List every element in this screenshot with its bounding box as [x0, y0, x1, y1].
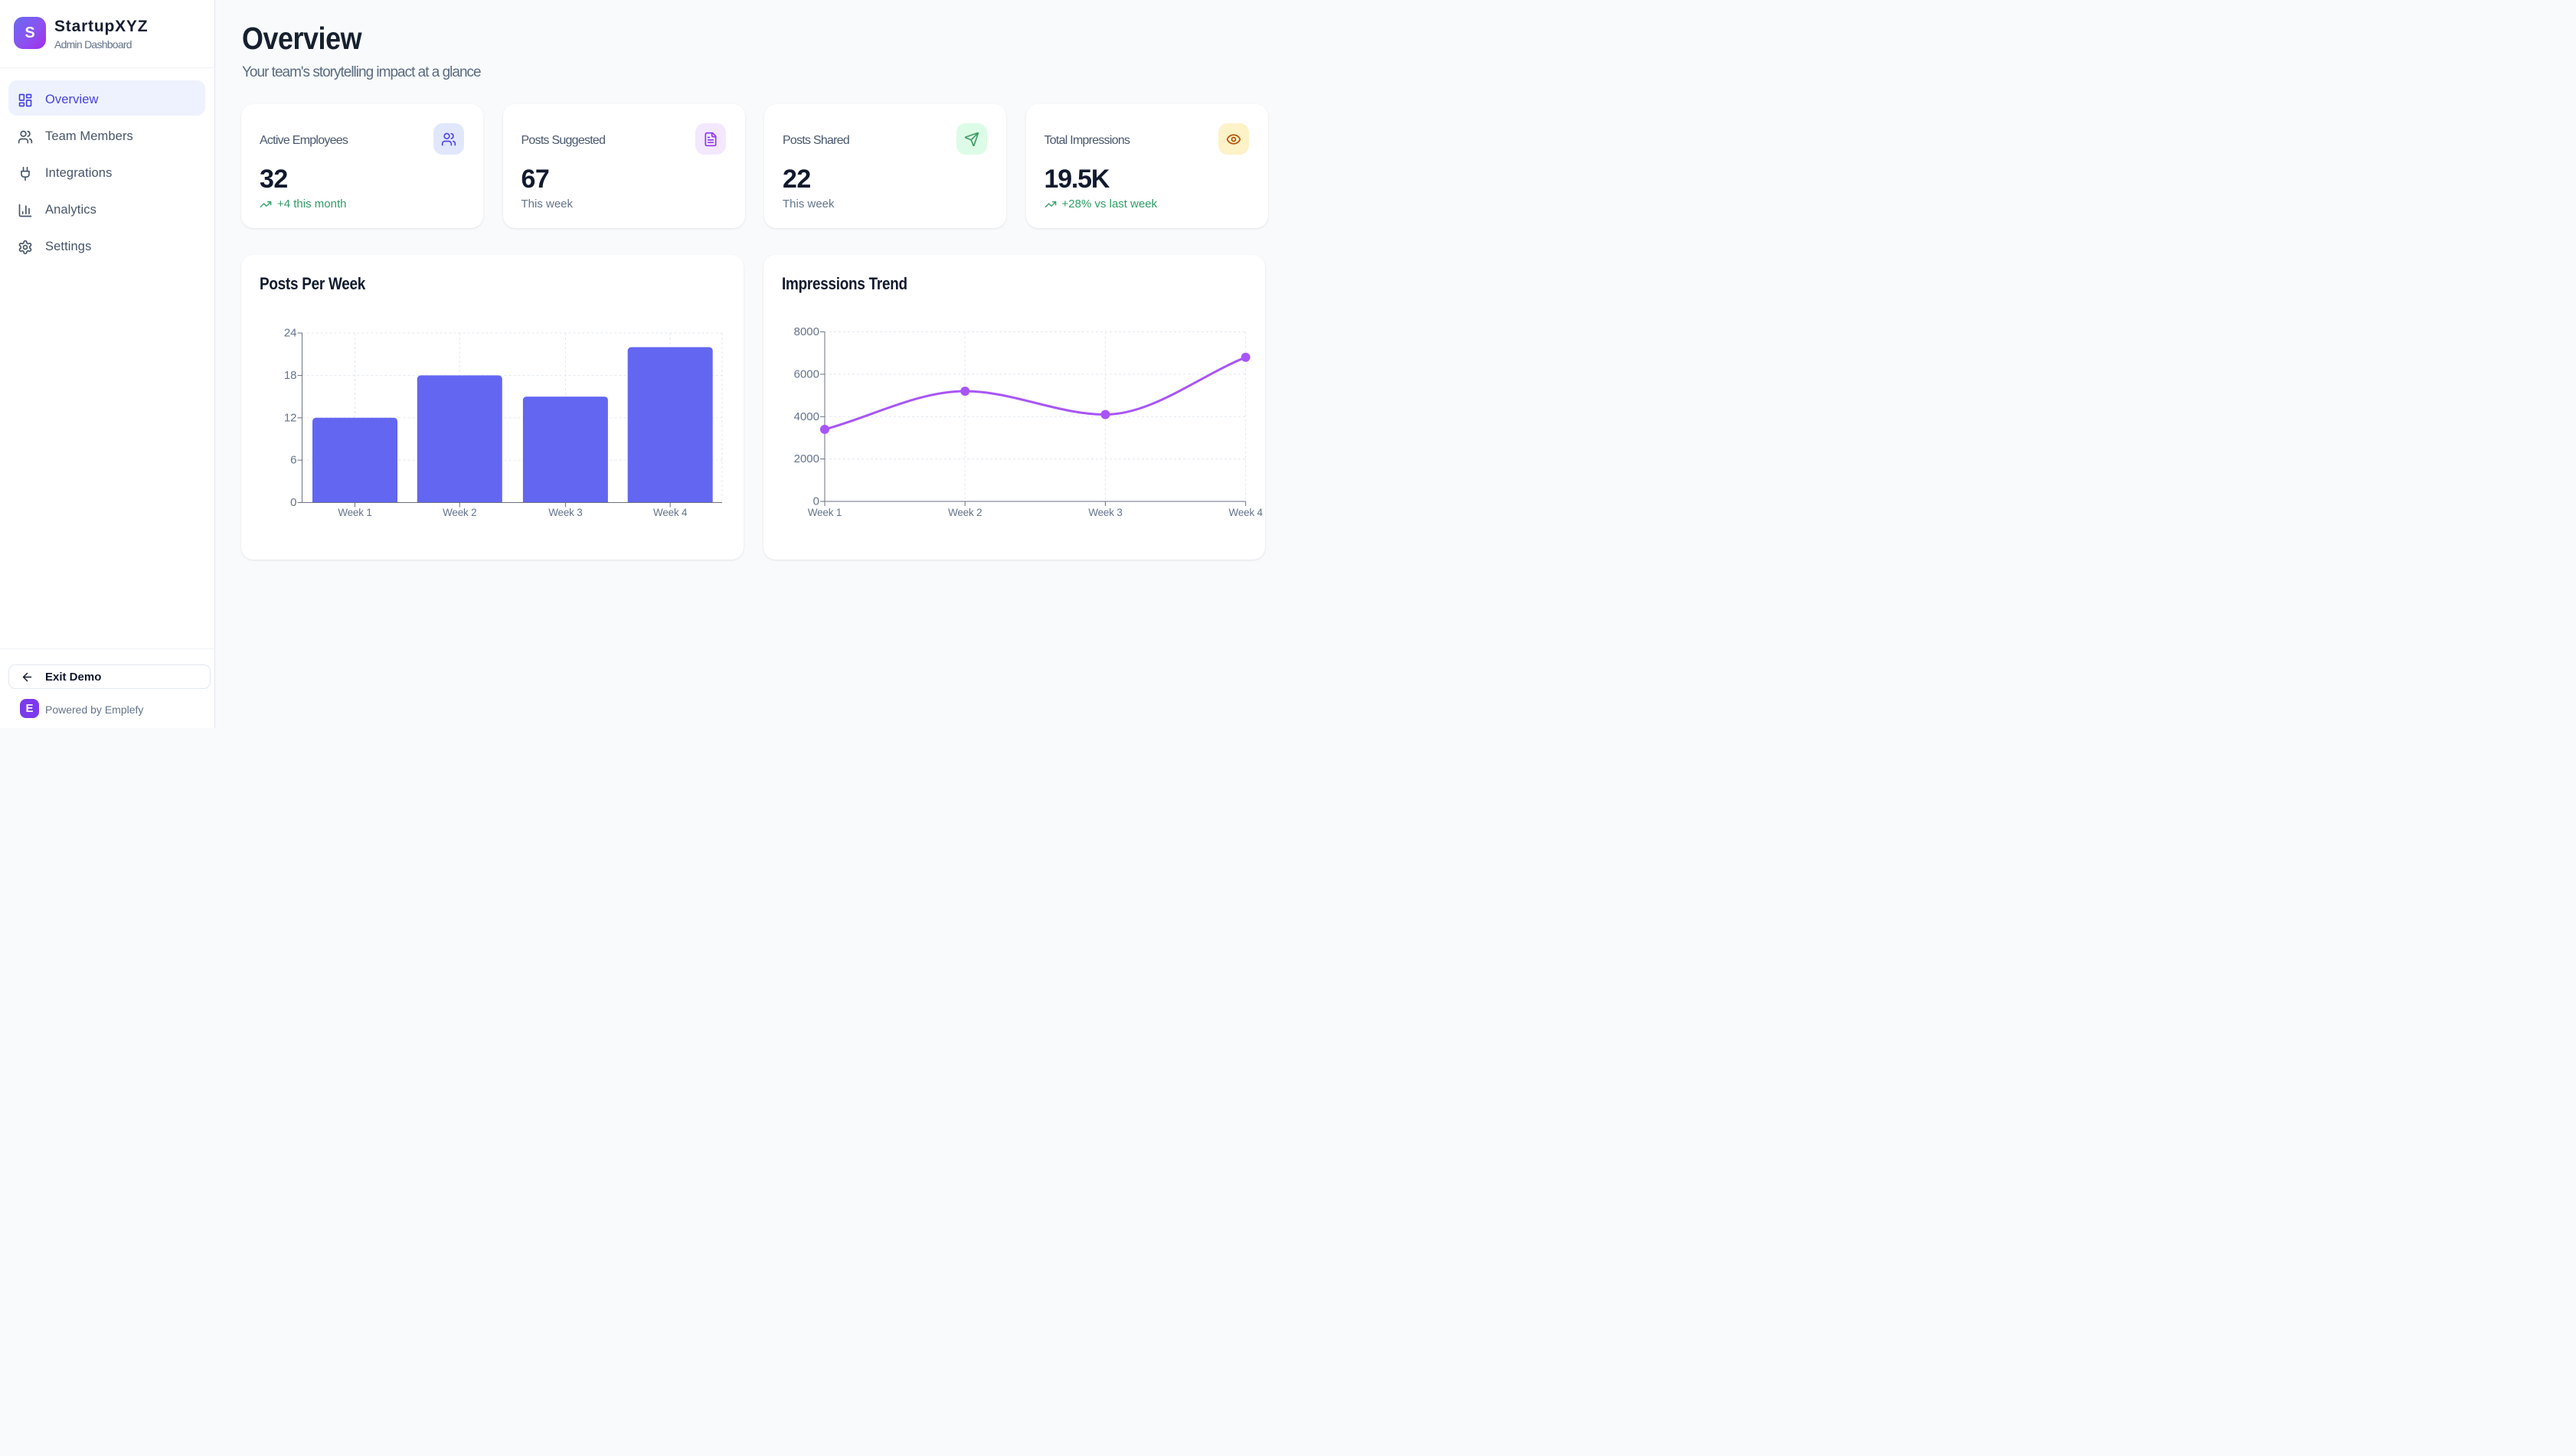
svg-text:18: 18 [284, 369, 297, 382]
svg-text:0: 0 [813, 495, 819, 508]
svg-text:Week 2: Week 2 [443, 507, 476, 518]
svg-text:4000: 4000 [794, 410, 819, 423]
svg-text:Week 2: Week 2 [948, 507, 982, 518]
svg-text:2000: 2000 [794, 452, 819, 465]
svg-text:6: 6 [290, 454, 296, 467]
svg-text:12: 12 [284, 411, 297, 424]
svg-text:Week 3: Week 3 [1088, 507, 1122, 518]
svg-text:Week 1: Week 1 [808, 507, 842, 518]
svg-text:Week 4: Week 4 [1229, 507, 1263, 518]
svg-text:Week 1: Week 1 [338, 507, 371, 518]
svg-text:24: 24 [284, 327, 297, 340]
svg-text:Week 4: Week 4 [653, 507, 688, 518]
svg-text:Week 3: Week 3 [548, 507, 582, 518]
svg-text:6000: 6000 [794, 367, 819, 380]
svg-text:8000: 8000 [794, 325, 819, 338]
svg-text:0: 0 [290, 496, 296, 509]
